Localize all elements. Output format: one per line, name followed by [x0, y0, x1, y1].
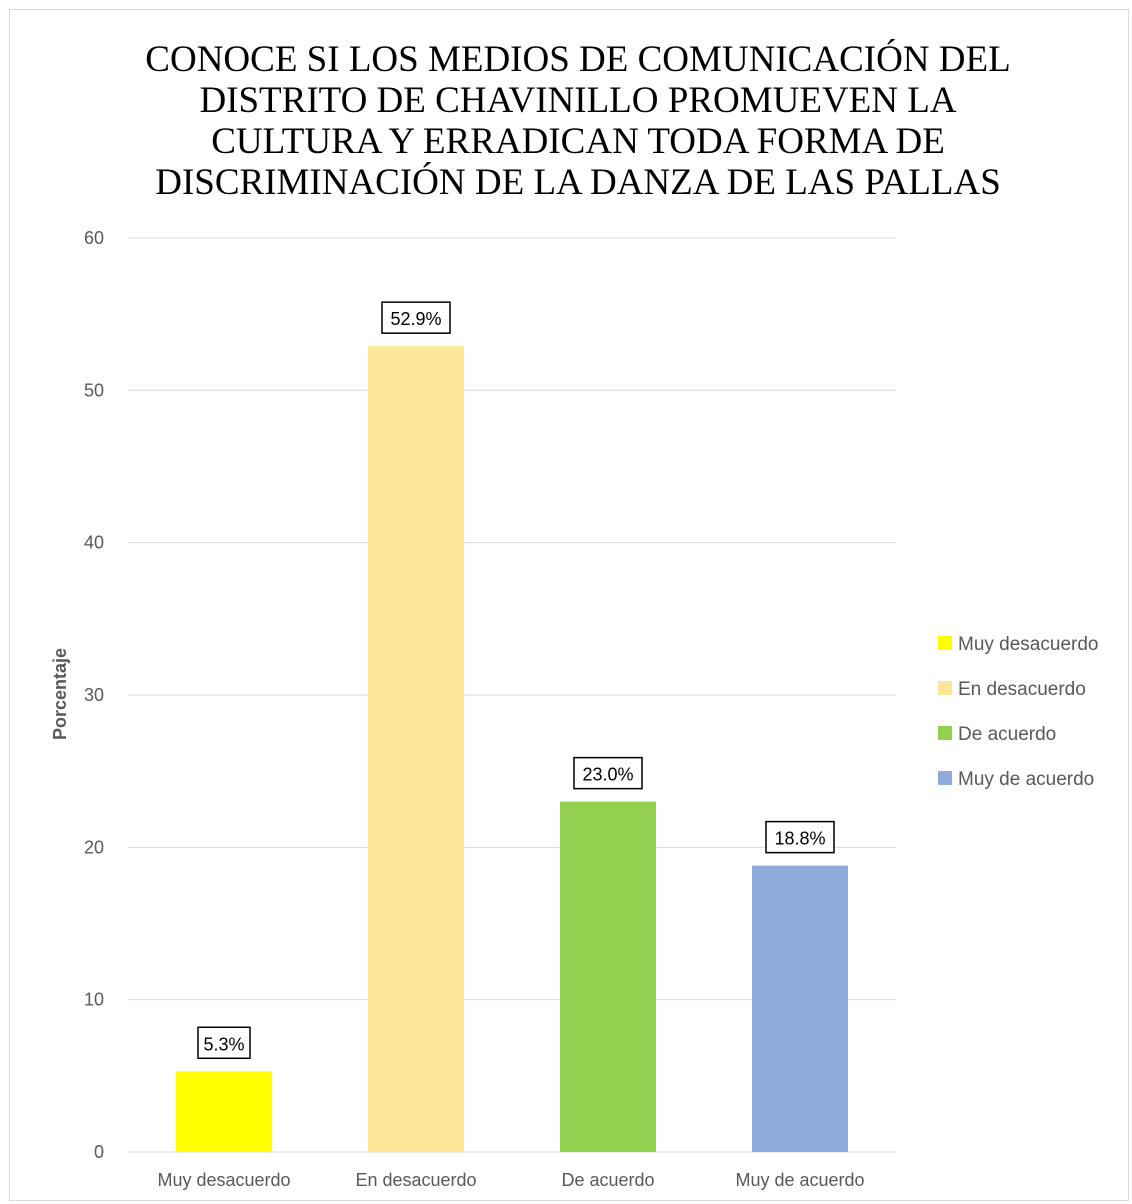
data-label-box: [197, 1026, 251, 1060]
x-axis-ticks: Muy desacuerdo En desacuerdo De acuerdo Muy…: [157, 1170, 864, 1190]
bar: [176, 1071, 272, 1152]
chart-title-line-2: DISTRITO DE CHAVINILLO PROMUEVEN LA: [199, 80, 956, 121]
data-label: 52.9%: [390, 309, 441, 329]
legend-entry: Muy de acuerdo: [958, 769, 1094, 790]
bar: [752, 865, 848, 1152]
legend-entry: De acuerdo: [958, 724, 1056, 745]
chart-title-line-4: DISCRIMINACIÓN DE LA DANZA DE LAS PALLAS: [155, 161, 1001, 203]
chart-title-line-3: CULTURA Y ERRADICAN TODA FORMA DE: [211, 121, 945, 162]
y-axis-ticks: 0 10 20 30 40 50 60: [84, 228, 104, 1162]
y-tick-label: 40: [84, 533, 104, 553]
legend: Muy desacuerdo En desacuerdo De acuerdo Muy…: [938, 634, 1098, 790]
legend-swatch: [938, 771, 952, 785]
x-tick-label: Muy de acuerdo: [735, 1170, 864, 1190]
legend-entry: Muy desacuerdo: [958, 634, 1098, 655]
bars: [176, 346, 848, 1152]
legend-swatch: [938, 636, 952, 650]
data-label: 18.8%: [774, 829, 825, 849]
data-label-box: [381, 301, 451, 334]
data-label: 5.3%: [203, 1034, 244, 1054]
chart-title-line-1: CONOCE SI LOS MEDIOS DE COMUNICACIÓN DEL: [145, 38, 1010, 80]
data-label-box: [765, 820, 835, 854]
x-tick-label: Muy desacuerdo: [157, 1170, 290, 1190]
y-tick-label: 10: [84, 990, 104, 1010]
y-axis-label: Porcentaje: [50, 648, 70, 740]
chart-title: CONOCE SI LOS MEDIOS DE COMUNICACIÓN DEL…: [145, 38, 1010, 203]
y-tick-label: 50: [84, 380, 104, 400]
y-tick-label: 60: [84, 228, 104, 248]
data-label-box: [573, 756, 643, 790]
data-labels: 5.3% 52.9% 23.0% 18.8%: [197, 301, 835, 1060]
y-tick-label: 0: [94, 1142, 104, 1162]
y-tick-label: 30: [84, 685, 104, 705]
data-label: 23.0%: [582, 765, 633, 785]
legend-swatch: [938, 726, 952, 740]
y-tick-label: 20: [84, 837, 104, 857]
x-tick-label: De acuerdo: [561, 1170, 654, 1190]
legend-swatch: [938, 681, 952, 695]
bar: [560, 801, 656, 1152]
x-tick-label: En desacuerdo: [355, 1170, 476, 1190]
legend-entry: En desacuerdo: [958, 679, 1086, 700]
bar: [368, 346, 464, 1152]
